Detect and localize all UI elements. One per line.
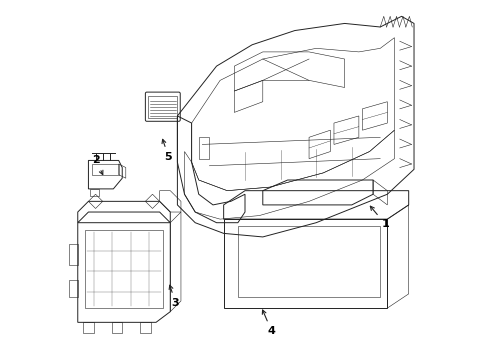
Bar <box>148 96 177 118</box>
Text: 1: 1 <box>370 206 390 229</box>
Text: 5: 5 <box>162 139 172 162</box>
Text: 4: 4 <box>262 310 275 336</box>
Text: 3: 3 <box>169 285 179 308</box>
Text: 2: 2 <box>93 156 103 175</box>
